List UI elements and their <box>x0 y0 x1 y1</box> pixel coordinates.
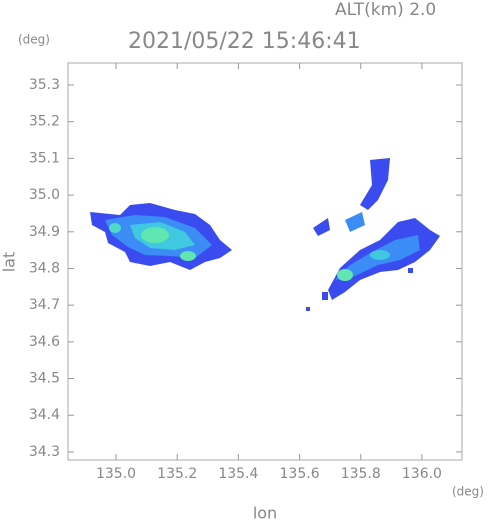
x-tick-label: 136.0 <box>402 466 442 482</box>
x-tick-label: 135.2 <box>157 466 197 482</box>
y-tick-label: 35.2 <box>29 114 60 130</box>
y-tick-label: 35.0 <box>29 187 60 203</box>
y-unit: (deg) <box>18 33 50 47</box>
y-tick-label: 35.3 <box>29 77 60 93</box>
plot-frame <box>67 62 463 461</box>
y-tick-label: 35.1 <box>29 150 60 166</box>
y-tick-label: 34.4 <box>29 407 60 423</box>
y-tick-label: 34.3 <box>29 444 60 460</box>
x-label: lon <box>253 504 277 521</box>
echo-right <box>306 158 440 311</box>
y-tick-label: 34.9 <box>29 224 60 240</box>
y-tick-label: 34.7 <box>29 297 60 313</box>
altitude: ALT(km) 2.0 <box>335 0 436 20</box>
y-tick-label: 34.6 <box>29 334 60 350</box>
x-tick-label: 135.4 <box>218 466 258 482</box>
echo-left <box>90 203 232 270</box>
chart-title: 2021/05/22 15:46:41 <box>128 29 361 54</box>
y-tick-label: 34.5 <box>29 371 60 387</box>
x-tick-label: 135.0 <box>96 466 136 482</box>
y-tick-label: 34.8 <box>29 260 60 276</box>
x-tick-label: 135.6 <box>280 466 320 482</box>
x-unit: (deg) <box>452 485 484 499</box>
x-tick-label: 135.8 <box>341 466 381 482</box>
y-label: lat <box>0 252 19 273</box>
